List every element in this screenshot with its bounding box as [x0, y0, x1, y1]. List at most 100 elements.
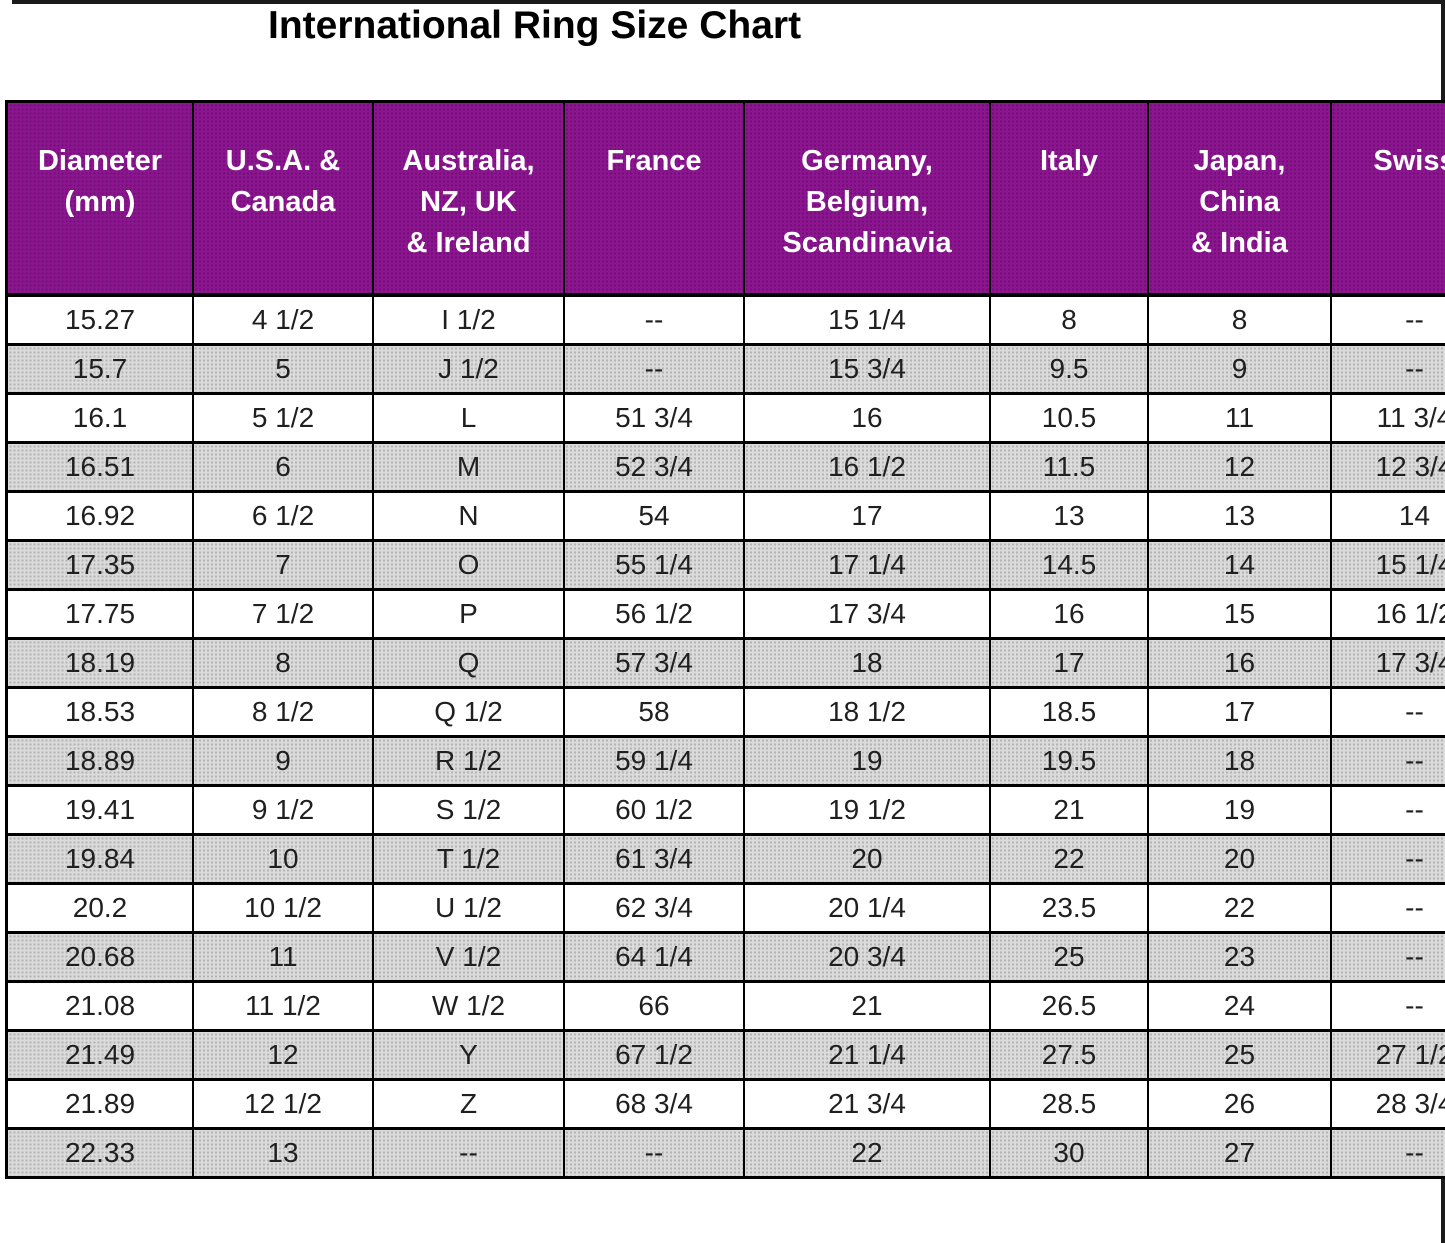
table-cell: R 1/2 — [372, 735, 565, 787]
table-cell: 11.5 — [989, 441, 1149, 493]
table-cell: 7 — [192, 539, 374, 591]
table-cell: 16.92 — [5, 490, 194, 542]
table-cell: 20.68 — [5, 931, 194, 983]
table-cell: -- — [1330, 735, 1445, 787]
table-cell: 18.53 — [5, 686, 194, 738]
table-cell: 18 — [743, 637, 991, 689]
table-cell: 60 1/2 — [563, 784, 745, 836]
table-cell: 28.5 — [989, 1078, 1149, 1130]
table-cell: -- — [563, 343, 745, 395]
table-cell: 52 3/4 — [563, 441, 745, 493]
table-cell: 16 — [743, 392, 991, 444]
column-header: Germany, Belgium, Scandinavia — [743, 100, 991, 297]
table-cell: -- — [563, 293, 745, 346]
table-cell: 12 3/4 — [1330, 441, 1445, 493]
table-cell: -- — [1330, 882, 1445, 934]
table-cell: 19 — [743, 735, 991, 787]
table-cell: 16 — [989, 588, 1149, 640]
table-cell: 19 — [1147, 784, 1332, 836]
table-cell: 67 1/2 — [563, 1029, 745, 1081]
table-cell: 16.1 — [5, 392, 194, 444]
table-row: 15.7 5 J 1/2 -- 15 3/4 9.5 9 -- — [5, 343, 1445, 395]
table-cell: 12 — [1147, 441, 1332, 493]
table-cell: 19.84 — [5, 833, 194, 885]
table-row: 19.41 9 1/2 S 1/2 60 1/2 19 1/2 21 19 -- — [5, 784, 1445, 836]
table-cell: 27.5 — [989, 1029, 1149, 1081]
table-row: 20.68 11 V 1/2 64 1/4 20 3/4 25 23 -- — [5, 931, 1445, 983]
table-row: 15.27 4 1/2 I 1/2 -- 15 1/4 8 8 -- — [5, 293, 1445, 346]
table-cell: 20 — [1147, 833, 1332, 885]
table-cell: 18.19 — [5, 637, 194, 689]
table-cell: 66 — [563, 980, 745, 1032]
table-cell: 13 — [989, 490, 1149, 542]
table-cell: N — [372, 490, 565, 542]
column-header: Australia, NZ, UK & Ireland — [372, 100, 565, 297]
table-cell: 17 — [743, 490, 991, 542]
table-cell: W 1/2 — [372, 980, 565, 1032]
table-cell: 25 — [1147, 1029, 1332, 1081]
table-cell: 20 1/4 — [743, 882, 991, 934]
table-cell: 11 — [1147, 392, 1332, 444]
column-header: Diameter (mm) — [5, 100, 194, 297]
table-cell: -- — [563, 1127, 745, 1179]
table-cell: 11 — [192, 931, 374, 983]
column-header: Japan, China & India — [1147, 100, 1332, 297]
table-cell: 21 — [989, 784, 1149, 836]
table-cell: 59 1/4 — [563, 735, 745, 787]
table-cell: 11 3/4 — [1330, 392, 1445, 444]
table-cell: M — [372, 441, 565, 493]
page-title: International Ring Size Chart — [268, 4, 802, 47]
table-cell: 4 1/2 — [192, 293, 374, 346]
table-cell: 22.33 — [5, 1127, 194, 1179]
table-cell: 15 — [1147, 588, 1332, 640]
table-cell: 19.41 — [5, 784, 194, 836]
column-header: Swiss — [1330, 100, 1445, 297]
table-cell: 5 — [192, 343, 374, 395]
table-cell: T 1/2 — [372, 833, 565, 885]
table-cell: 21 — [743, 980, 991, 1032]
column-header: France — [563, 100, 745, 297]
table-cell: 8 — [1147, 293, 1332, 346]
table-cell: 22 — [1147, 882, 1332, 934]
table-cell: 15 1/4 — [743, 293, 991, 346]
table-cell: 9 — [1147, 343, 1332, 395]
table-cell: 17 1/4 — [743, 539, 991, 591]
table-cell: -- — [1330, 1127, 1445, 1179]
table-cell: 15 1/4 — [1330, 539, 1445, 591]
table-cell: -- — [1330, 293, 1445, 346]
table-cell: V 1/2 — [372, 931, 565, 983]
table-row: 18.89 9 R 1/2 59 1/4 19 19.5 18 -- — [5, 735, 1445, 787]
table-cell: 20 3/4 — [743, 931, 991, 983]
table-cell: 21.89 — [5, 1078, 194, 1130]
table-cell: O — [372, 539, 565, 591]
table-cell: L — [372, 392, 565, 444]
table-cell: -- — [1330, 784, 1445, 836]
table-cell: 15.7 — [5, 343, 194, 395]
header-row: Diameter (mm) U.S.A. & Canada Australia, NZ, … — [5, 100, 1445, 297]
table-cell: 56 1/2 — [563, 588, 745, 640]
column-header: Italy — [989, 100, 1149, 297]
table-cell: 55 1/4 — [563, 539, 745, 591]
column-header: U.S.A. & Canada — [192, 100, 374, 297]
table-row: 16.1 5 1/2 L 51 3/4 16 10.5 11 11 3/4 — [5, 392, 1445, 444]
table-cell: J 1/2 — [372, 343, 565, 395]
table-cell: -- — [1330, 343, 1445, 395]
table-cell: 21.08 — [5, 980, 194, 1032]
table-cell: 12 1/2 — [192, 1078, 374, 1130]
table-cell: 61 3/4 — [563, 833, 745, 885]
table-cell: 11 1/2 — [192, 980, 374, 1032]
table-cell: 16 1/2 — [743, 441, 991, 493]
table-cell: 10.5 — [989, 392, 1149, 444]
top-border-line — [12, 0, 1445, 4]
table-cell: 20 — [743, 833, 991, 885]
table-cell: 21 3/4 — [743, 1078, 991, 1130]
table-cell: U 1/2 — [372, 882, 565, 934]
table-cell: -- — [1330, 833, 1445, 885]
ring-size-table: Diameter (mm) U.S.A. & Canada Australia, NZ, … — [5, 100, 1445, 1179]
